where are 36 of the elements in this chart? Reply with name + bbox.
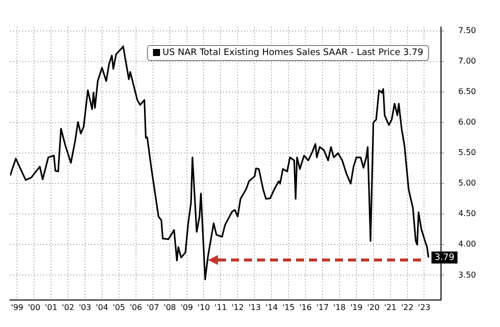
legend-label: US NAR Total Existing Homes Sales SAAR - Last Price 3.79	[162, 48, 424, 58]
y-tick-label: 4.50	[458, 209, 476, 218]
x-tick-label: '10	[198, 303, 210, 312]
y-tick-label: 7.50	[458, 26, 476, 36]
data-label: 3.79	[434, 252, 455, 263]
y-tick-label: 4.00	[458, 240, 476, 249]
x-tick-label: '19	[350, 303, 363, 312]
x-tick-label: '18	[333, 303, 346, 312]
x-tick-label: '08	[164, 303, 176, 312]
x-tick-label: '17	[316, 303, 329, 312]
x-tick-label: '13	[248, 303, 261, 312]
x-tick-label: '12	[231, 303, 244, 312]
x-tick-label: '03	[78, 303, 92, 312]
x-tick-label: '20	[367, 303, 380, 312]
x-tick-label: '09	[180, 303, 193, 312]
x-tick-label: '02	[62, 303, 74, 312]
x-tick-label: '99	[10, 303, 24, 312]
y-tick-label: 7.00	[458, 56, 476, 66]
x-tick-label: '11	[214, 303, 227, 312]
y-tick-label: 5.00	[458, 178, 476, 188]
x-tick-label: '14	[265, 303, 278, 312]
y-tick-label: 3.50	[458, 270, 476, 280]
x-tick-label: '05	[112, 303, 126, 312]
x-tick-label: '16	[299, 303, 312, 312]
x-tick-label: '23	[418, 303, 430, 312]
x-tick-label: '21	[384, 303, 397, 312]
x-tick-label: '04	[96, 303, 108, 312]
x-tick-label: '15	[282, 303, 295, 312]
x-tick-label: '00	[28, 303, 40, 312]
x-tick-label: '07	[146, 303, 160, 312]
x-tick-label: '01	[44, 303, 58, 312]
x-tick-label: '22	[401, 303, 414, 312]
x-tick-label: '06	[130, 303, 142, 312]
y-tick-label: 6.00	[458, 118, 476, 127]
y-tick-label: 6.50	[458, 87, 476, 96]
y-tick-label: 5.50	[458, 148, 476, 158]
